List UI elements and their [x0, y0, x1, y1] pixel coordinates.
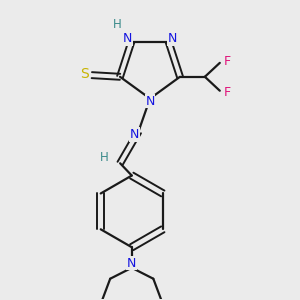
Text: N: N — [145, 95, 155, 108]
Text: F: F — [224, 85, 231, 99]
Text: H: H — [100, 151, 109, 164]
Text: H: H — [113, 18, 122, 31]
Text: F: F — [224, 55, 231, 68]
Text: N: N — [127, 256, 136, 270]
Text: N: N — [123, 32, 132, 45]
Text: S: S — [80, 68, 89, 82]
Text: N: N — [168, 32, 177, 45]
Text: N: N — [130, 128, 139, 141]
